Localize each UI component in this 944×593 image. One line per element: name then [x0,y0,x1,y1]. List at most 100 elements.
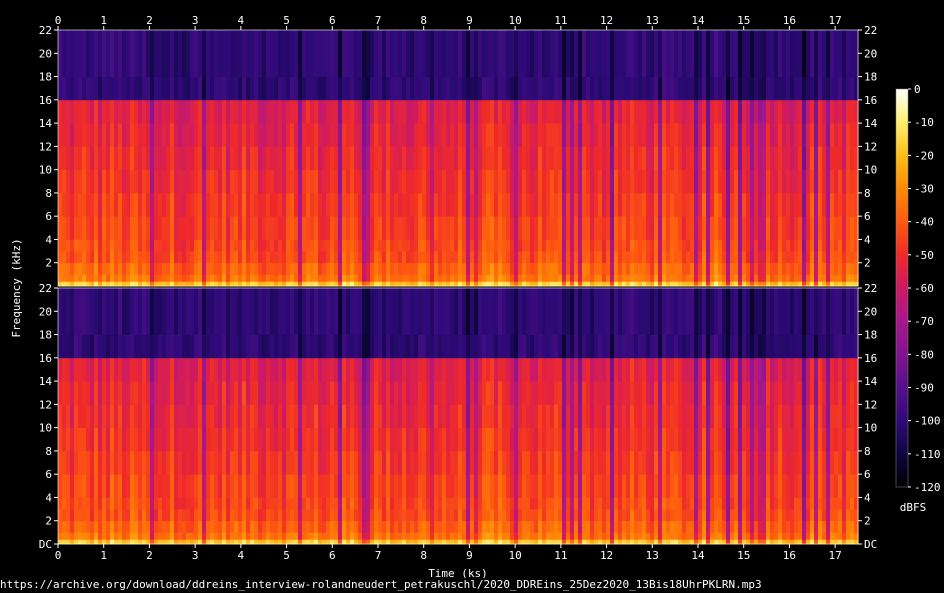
spectrogram-cell [666,474,671,498]
spectrogram-cell [542,262,547,275]
spectrogram-cell [274,427,279,452]
spectrogram-cell [586,146,591,171]
spectrogram-cell [414,520,419,533]
spectrogram-cell [150,281,155,287]
spectrogram-cell [630,30,635,77]
spectrogram-cell [566,216,571,240]
spectrogram-cell [822,281,827,287]
spectrogram-cell [154,76,159,101]
spectrogram-cell [686,539,691,545]
spectrogram-cell [646,539,651,545]
spectrogram-cell [490,539,495,545]
spectrogram-cell [386,123,391,147]
spectrogram-cell [382,539,387,545]
spectrogram-cell [430,281,435,287]
spectrogram-cell [750,216,755,240]
spectrogram-cell [722,509,727,522]
spectrogram-cell [762,532,767,540]
spectrogram-cell [590,146,595,171]
spectrogram-cell [414,239,419,252]
spectrogram-cell [474,497,479,510]
spectrogram-cell [226,539,231,545]
spectrogram-cell [726,532,731,540]
spectrogram-cell [202,30,207,77]
spectrogram-cell [346,262,351,275]
spectrogram-cell [590,539,595,545]
spectrogram-cell [194,474,199,498]
spectrogram-cell [450,532,455,540]
spectrogram-cell [418,532,423,540]
spectrogram-cell [674,281,679,287]
spectrogram-cell [182,539,187,545]
spectrogram-cell [670,520,675,533]
spectrogram-cell [682,251,687,264]
spectrogram-cell [422,357,427,382]
spectrogram-cell [218,216,223,240]
spectrogram-cell [654,532,659,540]
spectrogram-cell [366,450,371,475]
spectrogram-cell [710,30,715,77]
spectrogram-cell [526,427,531,452]
spectrogram-cell [802,216,807,240]
spectrogram-cell [370,216,375,240]
spectrogram-cell [298,532,303,540]
spectrogram-cell [410,146,415,171]
spectrogram-cell [598,146,603,171]
spectrogram-cell [394,357,399,382]
spectrogram-cell [610,281,615,287]
spectrogram-cell [510,497,515,510]
spectrogram-cell [530,251,535,264]
spectrogram-cell [210,381,215,405]
spectrogram-cell [458,381,463,405]
spectrogram-cell [218,281,223,287]
spectrogram-cell [570,532,575,540]
spectrogram-cell [178,99,183,124]
spectrogram-cell [406,169,411,194]
spectrogram-cell [126,539,131,545]
spectrogram-cell [602,262,607,275]
spectrogram-cell [90,99,95,124]
spectrogram-cell [302,281,307,287]
spectrogram-cell [378,334,383,359]
spectrogram-cell [350,192,355,217]
spectrogram-cell [134,76,139,101]
spectrogram-cell [266,381,271,405]
spectrogram-cell [242,474,247,498]
spectrogram-cell [738,450,743,475]
spectrogram-cell [162,76,167,101]
spectrogram-cell [534,532,539,540]
spectrogram-cell [530,427,535,452]
spectrogram-cell [70,404,75,429]
spectrogram-cell [778,251,783,264]
spectrogram-cell [630,381,635,405]
spectrogram-cell [482,497,487,510]
spectrogram-cell [638,123,643,147]
spectrogram-cell [622,520,627,533]
spectrogram-cell [542,357,547,382]
spectrogram-cell [662,427,667,452]
spectrogram-cell [454,169,459,194]
spectrogram-cell [746,381,751,405]
spectrogram-cell [734,520,739,533]
spectrogram-cell [622,427,627,452]
spectrogram-cell [366,274,371,282]
spectrogram-cell [462,192,467,217]
spectrogram-cell [354,123,359,147]
spectrogram-cell [282,532,287,540]
spectrogram-cell [438,427,443,452]
spectrogram-cell [358,30,363,77]
spectrogram-cell [426,450,431,475]
spectrogram-cell [158,427,163,452]
spectrogram-cell [138,532,143,540]
spectrogram-cell [674,288,679,335]
spectrogram-cell [706,99,711,124]
spectrogram-cell [710,281,715,287]
spectrogram-cell [166,357,171,382]
spectrogram-cell [110,281,115,287]
spectrogram-cell [566,239,571,252]
spectrogram-cell [110,76,115,101]
spectrogram-cell [410,216,415,240]
spectrogram-cell [430,520,435,533]
spectrogram-cell [122,497,127,510]
spectrogram-cell [294,262,299,275]
